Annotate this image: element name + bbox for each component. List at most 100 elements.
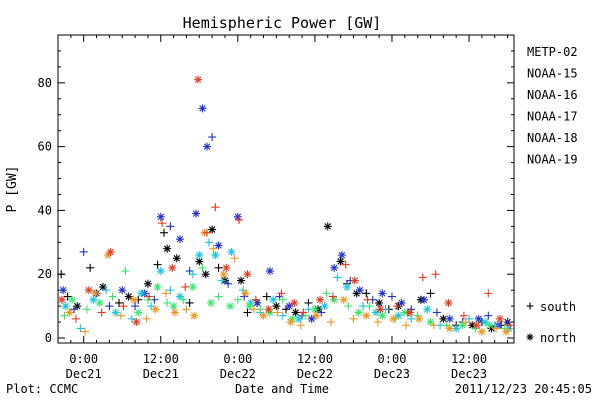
data-point bbox=[461, 318, 470, 327]
x-tick-time: 0:00 bbox=[223, 352, 252, 366]
legend-entry: NOAA-16 bbox=[527, 88, 578, 102]
y-tick-label: 0 bbox=[45, 331, 52, 345]
data-point bbox=[222, 263, 231, 272]
marker-legend-symbol bbox=[526, 333, 534, 341]
data-point bbox=[198, 104, 207, 113]
marker-legend-symbol bbox=[526, 302, 534, 310]
data-point bbox=[341, 260, 350, 269]
data-point bbox=[182, 305, 191, 314]
data-point bbox=[143, 279, 152, 288]
data-point bbox=[431, 270, 440, 279]
x-tick-time: 12:00 bbox=[451, 352, 487, 366]
data-point bbox=[265, 267, 274, 276]
data-point bbox=[339, 295, 348, 304]
data-point bbox=[102, 286, 111, 295]
data-point bbox=[159, 228, 168, 237]
data-point bbox=[432, 308, 441, 317]
x-tick-time: 12:00 bbox=[143, 352, 179, 366]
data-point bbox=[108, 292, 117, 301]
data-point bbox=[344, 302, 353, 311]
data-point bbox=[472, 321, 481, 330]
footer-plot-label: Plot: CCMC bbox=[6, 382, 78, 396]
data-point bbox=[219, 270, 228, 279]
data-point bbox=[333, 273, 342, 282]
data-point bbox=[166, 286, 175, 295]
data-point bbox=[181, 282, 190, 291]
data-point bbox=[71, 314, 80, 323]
data-point bbox=[299, 308, 308, 317]
data-point bbox=[286, 318, 295, 327]
marker-legend: south north bbox=[526, 300, 576, 345]
data-point bbox=[190, 311, 199, 320]
data-point bbox=[269, 295, 278, 304]
data-point bbox=[151, 305, 160, 314]
data-point bbox=[336, 257, 345, 266]
data-point bbox=[243, 270, 252, 279]
x-tick-date: Dec22 bbox=[220, 367, 256, 381]
data-point bbox=[349, 314, 358, 323]
data-point bbox=[259, 311, 268, 320]
x-tick-time: 12:00 bbox=[297, 352, 333, 366]
data-point bbox=[68, 295, 77, 304]
data-point bbox=[249, 305, 258, 314]
data-point bbox=[407, 314, 416, 323]
y-axis: 0 20 40 60 80 bbox=[38, 34, 514, 345]
data-point bbox=[95, 298, 104, 307]
data-point bbox=[418, 273, 427, 282]
data-point bbox=[337, 251, 346, 260]
data-point bbox=[227, 247, 236, 256]
data-point bbox=[323, 222, 332, 231]
data-point bbox=[89, 295, 98, 304]
data-point bbox=[378, 311, 387, 320]
data-point bbox=[326, 318, 335, 327]
data-point bbox=[429, 321, 438, 330]
data-point bbox=[105, 302, 114, 311]
data-point bbox=[322, 289, 331, 298]
data-point bbox=[307, 314, 316, 323]
data-point bbox=[290, 298, 299, 307]
data-point bbox=[168, 263, 177, 272]
data-point bbox=[203, 228, 212, 237]
data-point bbox=[277, 289, 286, 298]
legend-entry: METP-02 bbox=[527, 45, 578, 59]
data-point bbox=[230, 254, 239, 263]
data-point bbox=[214, 292, 223, 301]
data-point bbox=[116, 311, 125, 320]
data-point bbox=[80, 327, 89, 336]
data-point bbox=[198, 263, 207, 272]
data-point bbox=[402, 321, 411, 330]
data-point bbox=[188, 282, 197, 291]
data-point bbox=[147, 302, 156, 311]
data-point bbox=[363, 295, 372, 304]
data-point bbox=[91, 289, 100, 298]
data-point bbox=[61, 302, 70, 311]
data-point bbox=[233, 295, 242, 304]
legend-entry: NOAA-17 bbox=[527, 110, 578, 124]
data-point bbox=[163, 298, 172, 307]
marker-legend-label: north bbox=[540, 331, 576, 345]
data-point bbox=[188, 270, 197, 279]
data-point bbox=[375, 298, 384, 307]
data-point bbox=[208, 225, 217, 234]
data-point bbox=[445, 314, 454, 323]
data-point bbox=[362, 311, 371, 320]
data-point bbox=[127, 314, 136, 323]
data-point bbox=[131, 302, 140, 311]
data-point bbox=[444, 298, 453, 307]
data-point bbox=[211, 251, 220, 260]
data-point bbox=[156, 212, 165, 221]
data-point bbox=[172, 254, 181, 263]
data-point bbox=[156, 267, 165, 276]
data-point bbox=[445, 324, 454, 333]
legend-entry: NOAA-18 bbox=[527, 131, 578, 145]
x-tick-time: 0:00 bbox=[69, 352, 98, 366]
data-point bbox=[97, 308, 106, 317]
data-point bbox=[376, 305, 385, 314]
data-point bbox=[115, 298, 124, 307]
data-point bbox=[278, 295, 287, 304]
data-point bbox=[373, 318, 382, 327]
data-point bbox=[310, 305, 319, 314]
data-point bbox=[502, 327, 511, 336]
data-point bbox=[251, 295, 260, 304]
